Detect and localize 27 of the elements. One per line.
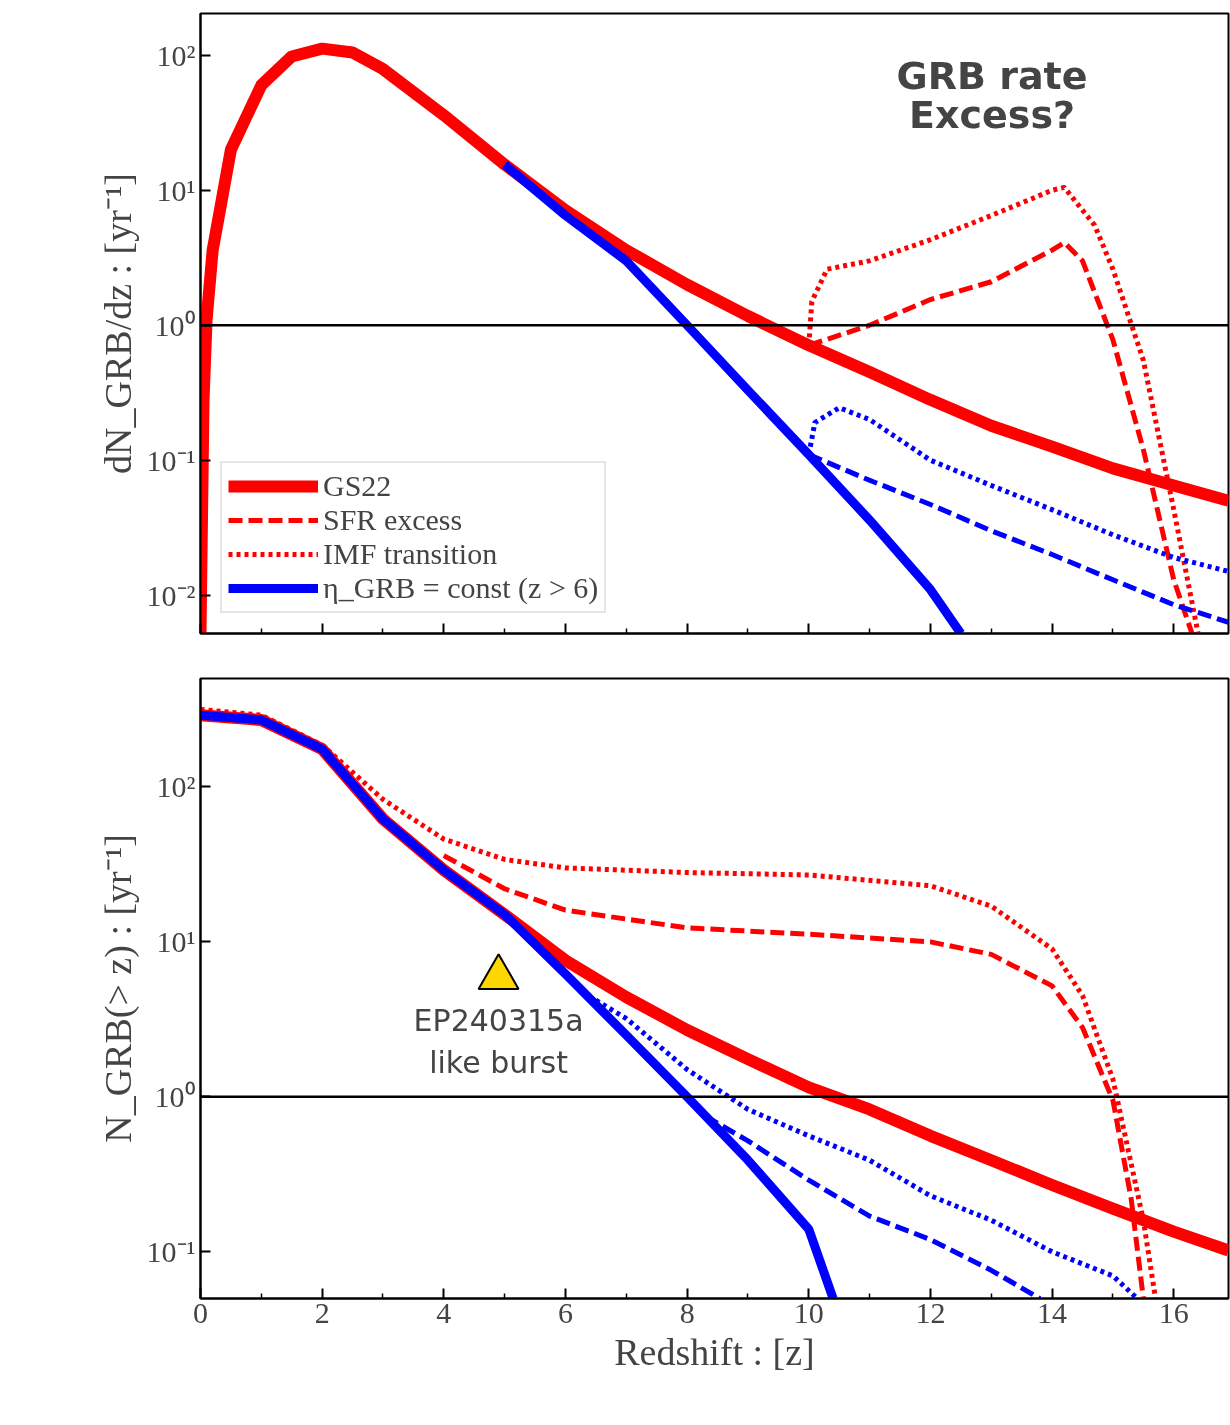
legend-label: IMF transition (323, 537, 498, 571)
y-axis-title: dN_GRB/dz : [yr⁻¹] (96, 173, 139, 474)
y-tick-label: 10² (156, 770, 196, 804)
x-tick-label: 6 (557, 1295, 573, 1329)
y-tick-label: 10² (156, 38, 196, 72)
y-tick-label: 10¹ (156, 173, 196, 207)
x-axis-title: Redshift : [z] (614, 1330, 815, 1373)
x-tick-label: 16 (1158, 1295, 1189, 1329)
y-tick-label: 10⁻¹ (146, 1235, 196, 1269)
y-tick-label: 10⁰ (154, 1080, 196, 1114)
y-axis-title: N_GRB(> z) : [yr⁻¹] (96, 834, 140, 1143)
y-tick-label: 10⁻¹ (146, 443, 196, 477)
x-tick-label: 8 (679, 1295, 695, 1329)
x-tick-label: 12 (915, 1295, 946, 1329)
x-tick-label: 2 (314, 1295, 330, 1329)
y-tick-label: 10⁻² (146, 578, 196, 612)
x-tick-label: 4 (436, 1295, 452, 1329)
x-tick-label: 14 (1037, 1295, 1068, 1329)
legend-label: SFR excess (323, 503, 463, 537)
x-tick-label: 10 (793, 1295, 824, 1329)
legend-label: η_GRB = const (z > 6) (323, 571, 599, 605)
legend-label: GS22 (323, 469, 392, 503)
y-tick-label: 10⁰ (154, 308, 196, 342)
x-tick-label: 0 (193, 1295, 208, 1329)
annotation: EP240315a like burst (413, 1003, 584, 1081)
annotation: GRB rate Excess? (896, 53, 1088, 138)
y-tick-label: 10¹ (156, 925, 196, 959)
